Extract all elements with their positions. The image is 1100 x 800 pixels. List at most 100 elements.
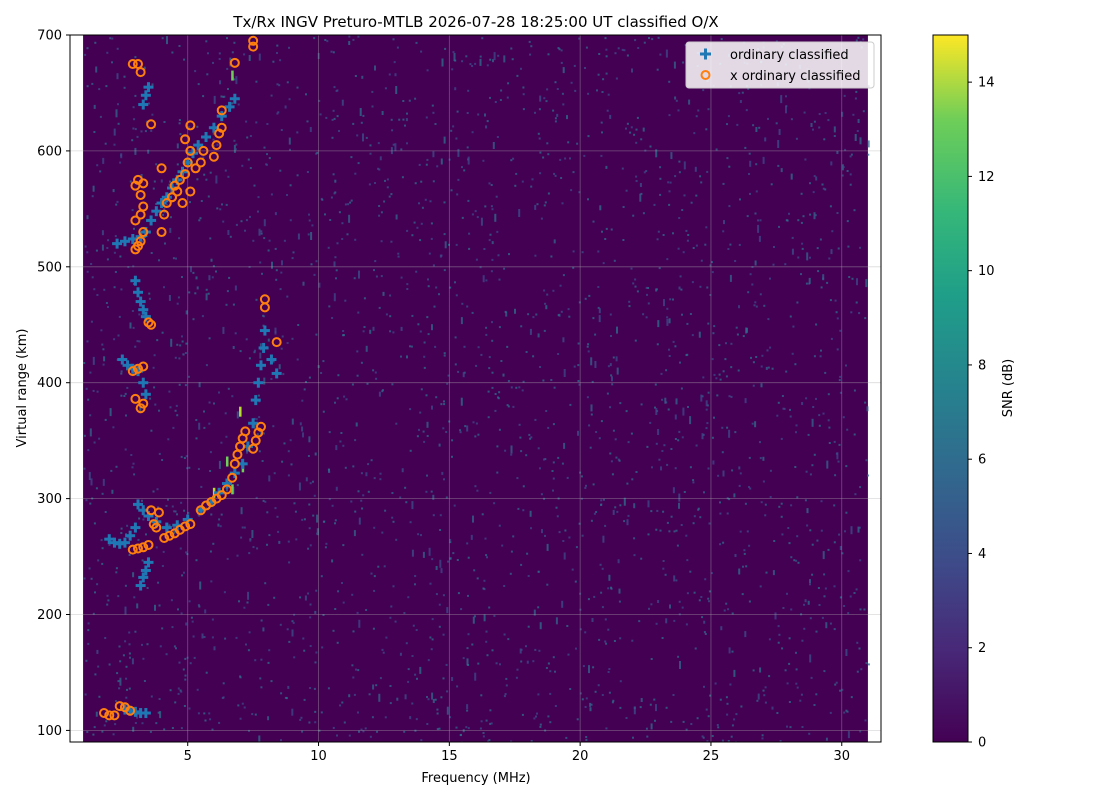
noise-speck <box>185 622 188 626</box>
noise-speck <box>615 456 618 459</box>
noise-speck <box>435 593 438 596</box>
noise-speck <box>544 201 547 204</box>
noise-speck <box>602 78 605 81</box>
x-ordinary-point <box>127 544 138 555</box>
noise-speck <box>357 35 360 38</box>
noise-speck <box>730 735 733 738</box>
noise-speck <box>818 113 821 115</box>
noise-speck <box>834 683 837 686</box>
noise-speck <box>166 36 168 45</box>
noise-speck <box>482 275 485 283</box>
noise-speck <box>721 426 724 429</box>
y-tick-label: 500 <box>37 260 62 275</box>
noise-speck <box>298 482 301 491</box>
noise-speck <box>83 577 86 580</box>
noise-speck <box>797 561 800 564</box>
noise-speck <box>843 711 846 714</box>
noise-speck <box>510 386 513 389</box>
ordinary-point <box>133 499 144 510</box>
x-ordinary-point <box>221 484 232 495</box>
noise-speck <box>307 233 310 236</box>
noise-speck <box>737 369 740 372</box>
noise-speck <box>490 205 493 208</box>
noise-speck <box>705 226 708 229</box>
noise-speck <box>91 276 94 279</box>
noise-speck <box>428 547 431 556</box>
noise-speck <box>390 147 393 155</box>
noise-speck <box>497 254 500 257</box>
noise-speck <box>299 596 302 599</box>
noise-speck <box>689 313 692 315</box>
noise-speck <box>577 430 579 436</box>
noise-speck <box>266 511 269 514</box>
noise-speck <box>815 176 818 181</box>
noise-speck <box>184 352 187 354</box>
noise-speck <box>397 255 400 258</box>
noise-speck <box>398 118 401 121</box>
noise-speck <box>501 544 504 547</box>
noise-speck <box>157 506 160 509</box>
noise-speck <box>119 255 122 258</box>
noise-speck <box>854 134 857 141</box>
noise-speck <box>809 529 812 532</box>
noise-speck <box>132 106 135 109</box>
noise-speck <box>239 675 242 678</box>
noise-speck <box>341 701 344 704</box>
noise-speck <box>490 184 493 186</box>
noise-speck <box>820 500 823 503</box>
noise-speck <box>724 358 727 361</box>
noise-speck <box>800 273 802 276</box>
noise-speck <box>166 203 169 206</box>
noise-speck <box>267 603 270 606</box>
ordinary-point <box>135 296 146 307</box>
noise-speck <box>785 95 787 98</box>
noise-speck <box>106 247 109 249</box>
noise-speck <box>185 455 188 458</box>
noise-speck <box>692 481 695 484</box>
noise-speck <box>360 499 363 502</box>
noise-speck <box>665 618 668 624</box>
noise-speck <box>391 516 394 519</box>
noise-speck <box>789 726 792 729</box>
noise-speck <box>674 438 677 440</box>
noise-speck <box>597 73 600 76</box>
noise-speck <box>400 148 403 151</box>
noise-speck <box>234 285 237 291</box>
noise-speck <box>828 426 831 429</box>
noise-speck <box>331 317 334 319</box>
noise-speck <box>448 420 451 423</box>
noise-speck <box>134 630 137 633</box>
noise-speck <box>236 411 239 419</box>
noise-speck <box>319 113 322 116</box>
noise-speck <box>247 591 250 600</box>
noise-speck <box>87 629 90 632</box>
noise-speck <box>631 478 634 481</box>
noise-speck <box>408 99 411 102</box>
noise-speck <box>378 214 381 217</box>
noise-speck <box>520 325 523 328</box>
noise-speck <box>406 288 409 290</box>
noise-speck <box>432 494 435 500</box>
noise-speck <box>659 529 662 532</box>
noise-speck <box>389 330 392 333</box>
noise-speck <box>446 382 449 385</box>
noise-speck <box>338 130 340 132</box>
noise-speck <box>554 174 557 177</box>
noise-speck <box>92 356 95 365</box>
noise-speck <box>667 181 670 184</box>
noise-speck <box>557 47 560 49</box>
noise-speck <box>109 37 112 40</box>
x-tick-label: 5 <box>184 749 192 764</box>
noise-speck <box>335 486 338 491</box>
noise-speck <box>275 278 278 281</box>
noise-speck <box>385 313 388 316</box>
noise-speck <box>309 603 312 606</box>
noise-speck <box>358 619 361 628</box>
noise-speck <box>133 118 136 121</box>
noise-speck <box>224 412 227 415</box>
noise-speck <box>320 711 323 714</box>
noise-speck <box>487 390 490 393</box>
noise-speck <box>416 435 419 438</box>
noise-speck <box>117 680 120 683</box>
noise-speck <box>175 404 178 407</box>
